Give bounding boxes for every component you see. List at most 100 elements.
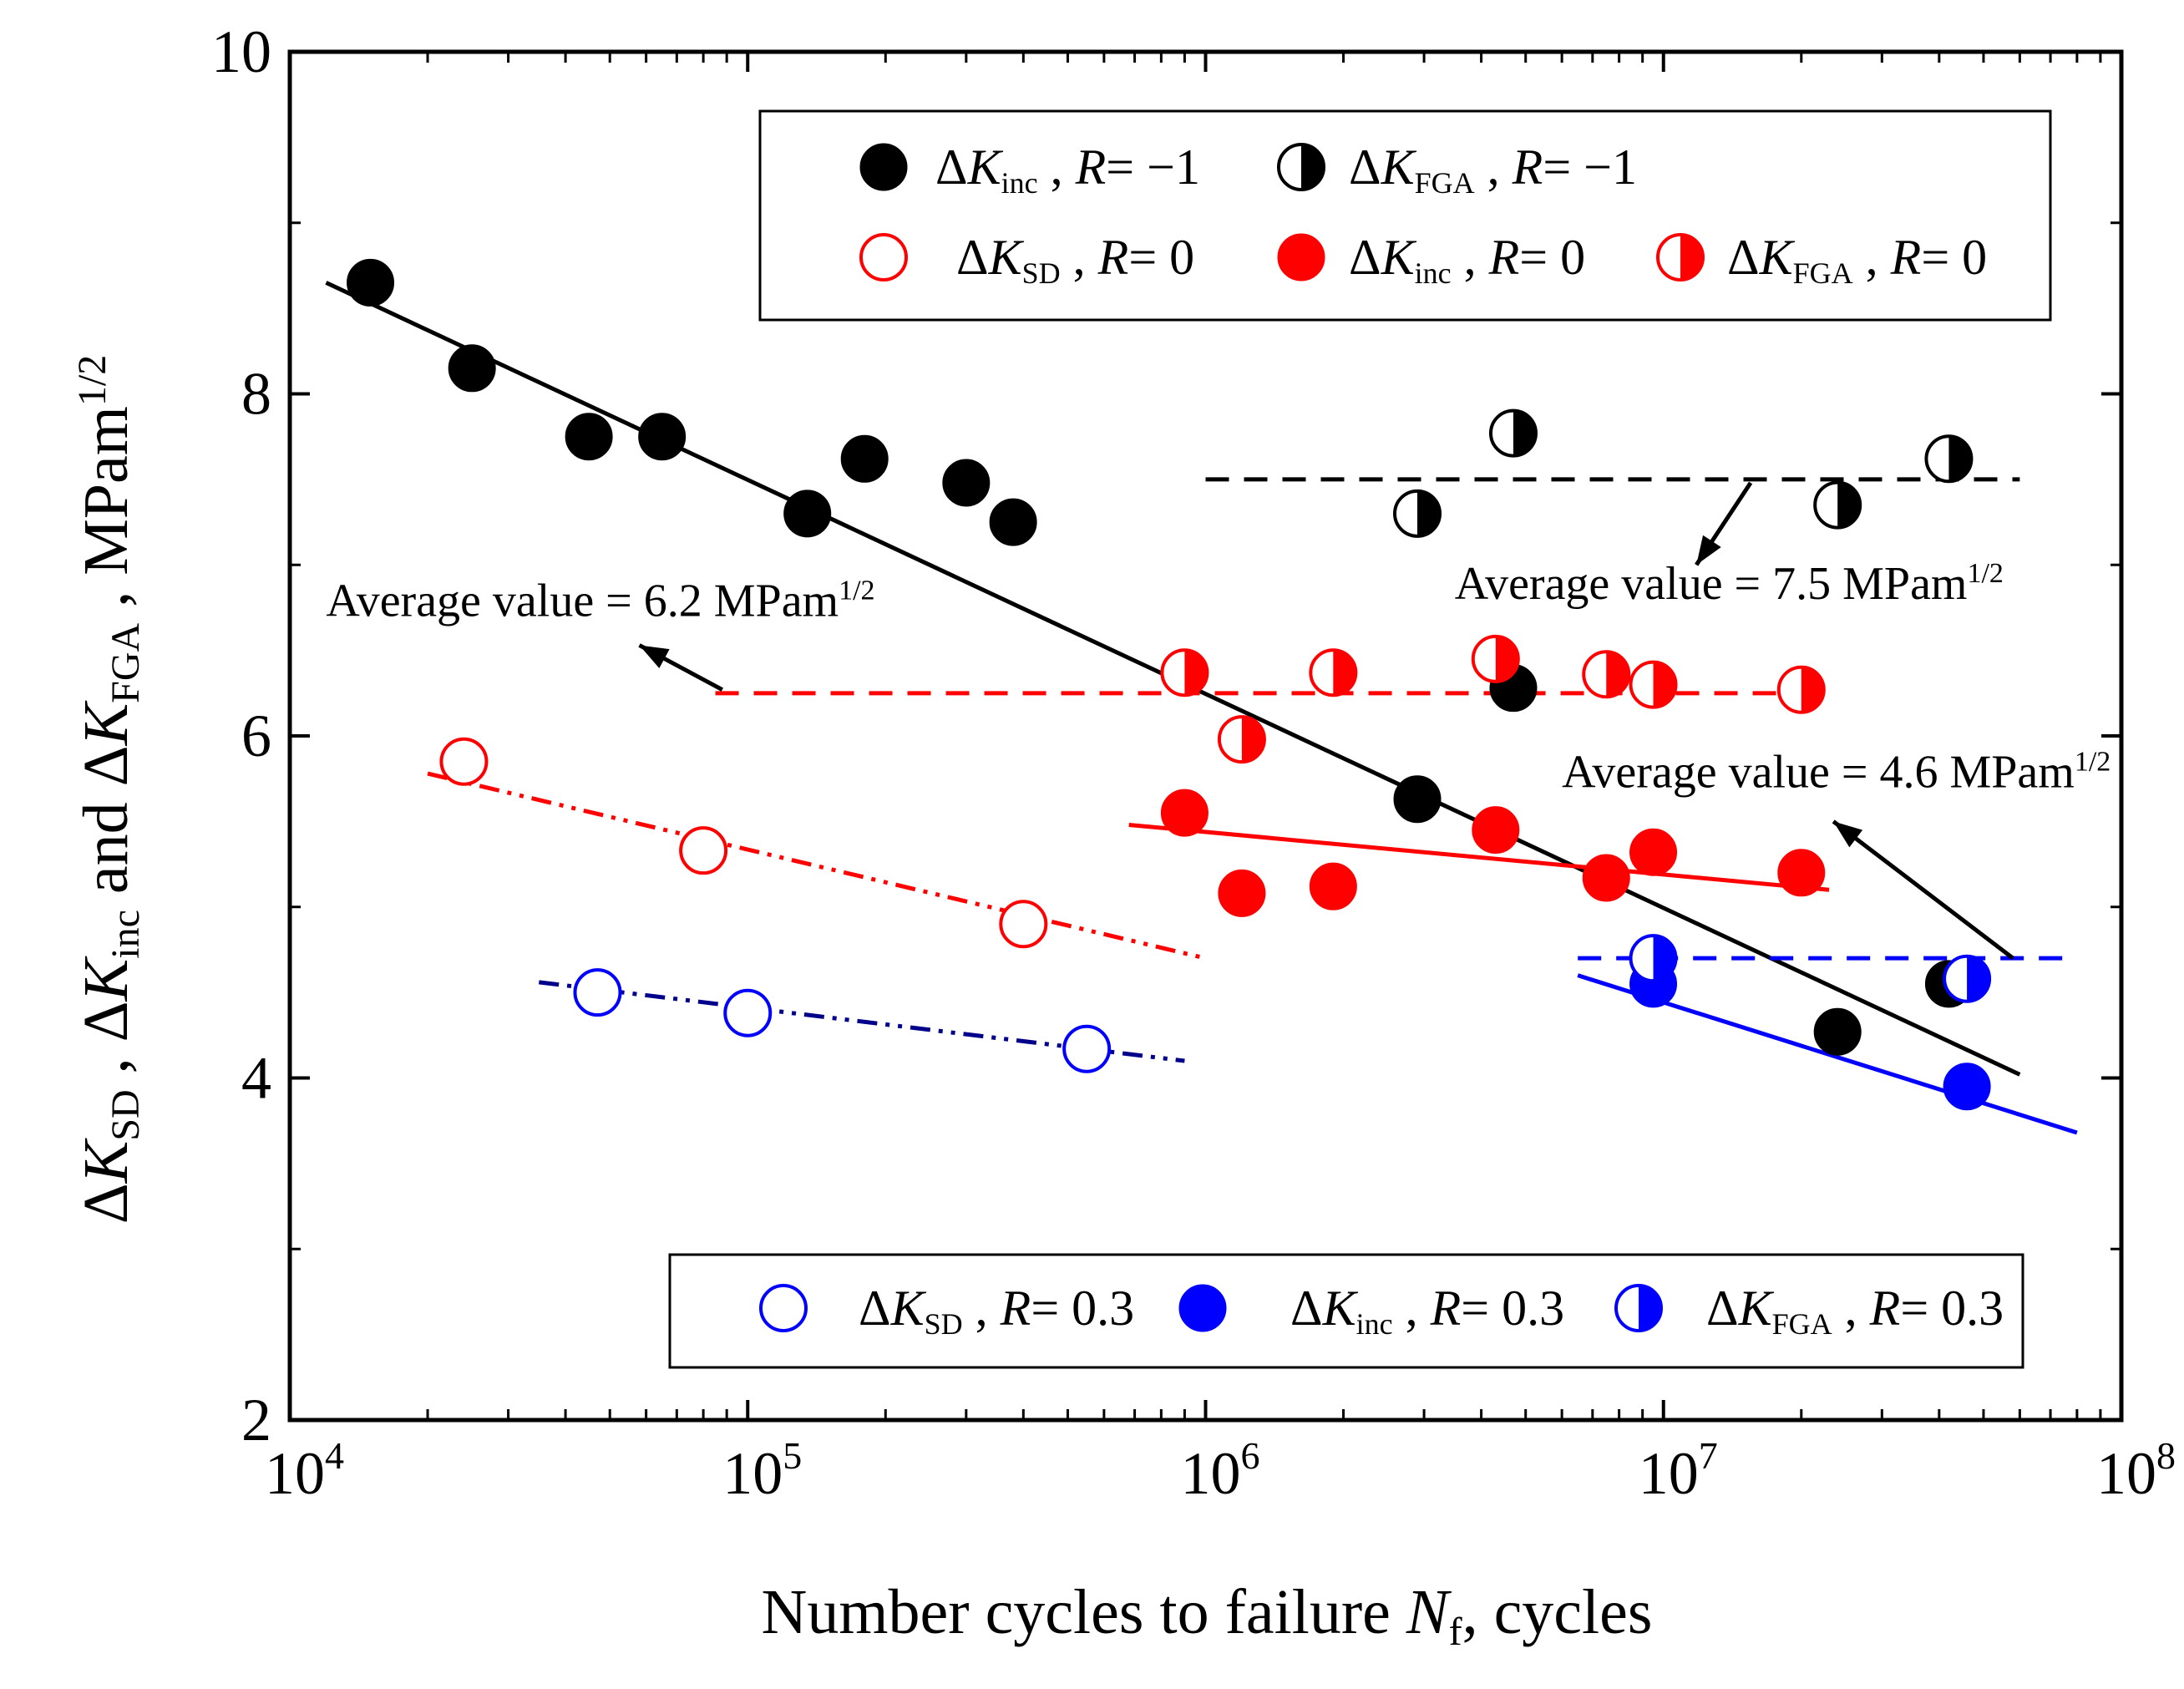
marker-filled [1777,849,1826,897]
annotation-1: Average value = 6.2 MPam1/2 [326,575,875,692]
legend-top-item: ΔKSD , R= 0 [859,230,1194,290]
annotation-arrow-shaft [1832,819,2014,961]
legend-label: ΔKFGA , R= 0 [1727,230,1987,290]
marker-half-fill [1513,410,1536,456]
legend-label: ΔKinc , R= 0.3 [1290,1281,1564,1341]
marker-open [999,900,1048,949]
series-k-inc-r-0 [1160,789,1826,917]
marker-filled [1582,854,1630,902]
series-k-fga-r-0-3 [1629,934,1992,1003]
legend-label: ΔKinc , R= −1 [935,139,1200,200]
legend-marker [859,233,908,282]
marker-filled [347,258,395,307]
data-point [1582,854,1630,902]
data-point [1062,1024,1112,1073]
data-point [942,459,991,507]
marker-half-fill [1653,662,1676,708]
legend-top-item: ΔKFGA , R= −1 [1277,139,1637,200]
data-point [840,434,889,483]
legend-label: ΔKFGA , R= 0.3 [1706,1281,2004,1341]
marker-filled [638,413,687,461]
data-point [1160,789,1209,837]
marker-filled [1309,862,1357,910]
legend-label: ΔKinc , R= 0 [1349,230,1585,290]
legend-marker [759,1284,808,1332]
legend-marker [1656,233,1705,282]
legend-top: ΔKinc , R= −1 ΔKFGA , R= −1 ΔKSD , R= 0 ΔKi… [758,109,2052,322]
legend-bottom-item: ΔKFGA , R= 0.3 [1614,1281,2004,1341]
marker-half-fill [1801,667,1824,713]
legend-label: ΔKSD , R= 0 [956,230,1194,290]
marker-half-fill [1241,717,1264,763]
y-tick-label: 4 [241,1045,271,1112]
data-point [1393,489,1442,538]
marker-open [1062,1024,1112,1073]
legend-top-frame [758,109,2052,322]
data-point [989,498,1037,546]
legend-label: ΔKFGA , R= −1 [1349,139,1637,200]
marker-half-fill [1837,482,1861,528]
legend-bottom: ΔKSD , R= 0.3 ΔKinc , R= 0.3 ΔKFGA , R= 0.… [668,1253,2024,1369]
y-axis-title-group: ΔKSD , ΔKinc and ΔKFGA , MPam1/2 [70,355,149,1225]
data-point [638,413,687,461]
annotation-arrow-head [1696,535,1721,566]
x-tick-label: 104 [265,1434,344,1507]
data-point [1472,806,1520,855]
x-tick-label: 106 [1181,1434,1260,1507]
data-point [1309,648,1358,697]
legend-marker [1277,143,1325,191]
legend-bottom-item: ΔKSD , R= 0.3 [759,1281,1134,1341]
legend-marker [1277,233,1325,282]
legend-marker [1614,1284,1663,1332]
data-point [1393,775,1442,824]
data-point [783,489,832,538]
data-point [1309,862,1357,910]
data-point [448,344,496,393]
x-tick-label: 105 [722,1434,802,1507]
annotation-text: Average value = 4.6 MPam1/2 [1562,746,2111,798]
y-tick-label: 6 [241,702,271,769]
marker-half-fill [1333,650,1356,696]
series-k-inc-r-1 [347,258,1973,1056]
fit-line-k-inc-r-0-fit [1128,822,1830,892]
marker-filled [1943,1063,1991,1111]
series-k-sd-r-0-3 [573,968,1112,1073]
data-point [1776,665,1826,714]
data-point [1218,869,1266,917]
x-axis-title: Number cycles to failure Nf, cycles [762,1577,1653,1654]
marker-filled [1178,1284,1227,1332]
data-point [439,737,489,786]
marker-filled [783,489,832,538]
data-point [1924,434,1974,484]
data-point [1943,1063,1991,1111]
data-point [1629,660,1678,709]
marker-open [679,826,728,875]
annotation-arrow-head [1833,821,1863,848]
data-point [1629,828,1678,876]
marker-filled [840,434,889,483]
marker-half-fill [1301,145,1324,190]
annotation-3: Average value = 4.6 MPam1/2 [1562,746,2111,961]
series-k-fga-r-1 [1393,408,1974,538]
marker-half-fill [1653,936,1676,981]
data-point [679,826,728,875]
legend-bottom-frame [668,1253,2024,1369]
data-point [723,988,773,1037]
data-point [1813,480,1862,530]
legend-top-item: ΔKinc , R= 0 [1277,230,1585,290]
data-point [1629,934,1678,983]
marker-filled [1813,1007,1862,1056]
marker-half-fill [1184,650,1208,696]
data-point [1488,408,1538,458]
marker-filled [989,498,1037,546]
marker-half-fill [1967,956,1990,1002]
annotation-text: Average value = 7.5 MPam1/2 [1455,558,2004,610]
data-point [1160,648,1209,697]
marker-filled [1277,233,1325,282]
data-point [1582,650,1631,699]
annotation-text: Average value = 6.2 MPam1/2 [326,575,874,626]
data-point [1943,954,1992,1003]
marker-filled [448,344,496,393]
marker-filled [1218,869,1266,917]
